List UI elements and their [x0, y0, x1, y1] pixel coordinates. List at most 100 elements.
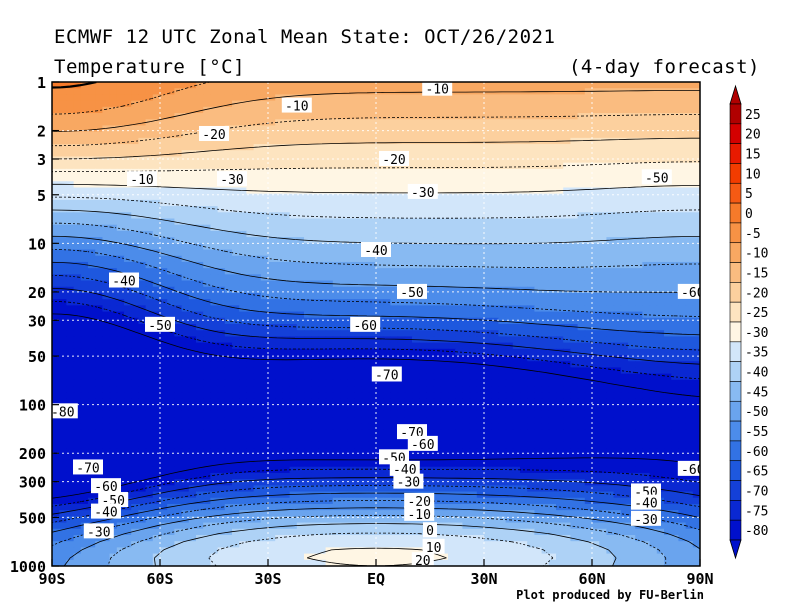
field-cell [606, 280, 615, 288]
field-cell [332, 156, 341, 164]
field-cell [304, 144, 312, 151]
field-cell [88, 286, 96, 294]
field-cell [160, 392, 168, 400]
field-cell [232, 274, 240, 282]
field-cell [59, 82, 67, 89]
field-cell [196, 361, 204, 369]
field-cell [664, 324, 672, 331]
field-cell [145, 237, 154, 244]
field-cell [498, 106, 507, 114]
field-cell [275, 330, 283, 338]
field-cell [253, 317, 262, 325]
field-cell [167, 131, 175, 139]
field-cell [404, 268, 413, 275]
field-cell [426, 324, 435, 331]
field-cell [440, 268, 449, 275]
field-cell [512, 125, 521, 133]
field-cell [462, 317, 471, 325]
field-cell [577, 417, 586, 424]
field-cell [224, 100, 233, 108]
field-cell [419, 150, 427, 158]
field-cell [613, 342, 622, 350]
field-cell [109, 348, 118, 356]
field-cell [59, 119, 67, 127]
field-cell [275, 162, 283, 170]
field-cell [217, 162, 226, 170]
field-cell [239, 206, 247, 213]
field-cell [592, 386, 600, 393]
field-cell [66, 398, 75, 406]
field-cell [469, 119, 478, 127]
field-cell [462, 218, 471, 226]
field-cell [253, 342, 262, 350]
field-cell [527, 212, 535, 220]
field-cell [52, 317, 60, 325]
field-cell [448, 280, 456, 288]
field-cell [354, 249, 363, 257]
field-cell [419, 379, 427, 387]
field-cell [527, 274, 535, 282]
field-cell [613, 156, 622, 164]
field-cell [527, 342, 535, 350]
field-cell [340, 175, 348, 182]
field-cell [433, 311, 442, 319]
field-cell [556, 156, 564, 164]
field-cell [606, 119, 615, 127]
field-cell [73, 268, 82, 275]
field-cell [318, 119, 327, 127]
field-cell [232, 199, 240, 207]
field-cell [145, 150, 154, 158]
field-cell [109, 355, 118, 362]
field-cell [469, 274, 478, 282]
field-cell [260, 162, 269, 170]
field-cell [224, 361, 233, 369]
field-cell [440, 280, 449, 288]
field-cell [340, 336, 348, 344]
field-cell [145, 193, 154, 201]
field-cell [548, 261, 557, 269]
field-cell [505, 286, 514, 294]
field-cell [534, 150, 543, 158]
field-cell [426, 379, 435, 387]
field-cell [548, 361, 557, 369]
field-cell [109, 230, 118, 238]
field-cell [260, 330, 269, 338]
field-cell [282, 355, 291, 362]
field-cell [232, 249, 240, 257]
field-cell [635, 342, 643, 350]
field-cell [512, 218, 521, 226]
field-cell [563, 206, 571, 213]
field-cell [354, 386, 363, 393]
field-cell [145, 268, 154, 275]
field-cell [613, 131, 622, 139]
field-cell [412, 94, 420, 102]
field-cell [124, 342, 132, 350]
field-cell [656, 224, 665, 232]
field-cell [412, 249, 420, 257]
field-cell [628, 367, 636, 375]
field-cell [239, 255, 247, 263]
field-cell [52, 386, 60, 393]
field-cell [455, 243, 463, 251]
field-cell [397, 113, 406, 120]
field-cell [102, 355, 111, 362]
field-cell [203, 355, 211, 362]
field-cell [455, 144, 463, 151]
field-cell [260, 392, 269, 400]
field-cell [404, 261, 413, 269]
field-cell [138, 386, 147, 393]
field-cell [167, 106, 175, 114]
field-cell [275, 386, 283, 393]
field-cell [469, 206, 478, 213]
field-cell [102, 94, 111, 102]
field-cell [304, 342, 312, 350]
field-cell [649, 137, 658, 145]
field-cell [260, 423, 269, 431]
field-cell [66, 305, 75, 313]
field-cell [376, 162, 384, 170]
field-cell [664, 386, 672, 393]
field-cell [620, 404, 629, 412]
field-cell [224, 249, 233, 257]
field-cell [577, 181, 586, 189]
field-cell [116, 162, 125, 170]
